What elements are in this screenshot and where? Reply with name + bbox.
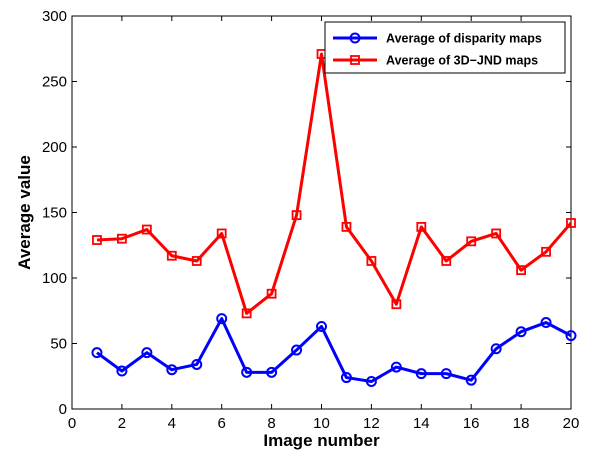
data-point bbox=[565, 330, 577, 342]
data-point bbox=[366, 256, 377, 266]
x-tick-label: 6 bbox=[218, 415, 226, 432]
data-point bbox=[391, 299, 402, 310]
x-tick-label: 2 bbox=[118, 415, 126, 432]
legend-swatch-disparity-marker bbox=[349, 32, 361, 44]
legend: Average of disparity maps Average of 3D−… bbox=[324, 21, 566, 74]
data-point bbox=[440, 368, 452, 380]
y-tick-label: 250 bbox=[42, 74, 67, 91]
y-tick-label: 50 bbox=[50, 336, 67, 353]
data-point bbox=[141, 224, 152, 235]
data-point bbox=[415, 368, 427, 380]
data-point bbox=[117, 233, 127, 244]
x-tick-label: 14 bbox=[413, 415, 430, 432]
data-point bbox=[191, 358, 203, 370]
data-point bbox=[341, 222, 352, 232]
y-tick-label: 300 bbox=[42, 8, 67, 25]
y-axis-title: Average value bbox=[15, 155, 34, 270]
data-point bbox=[490, 343, 502, 355]
y-tick-label: 100 bbox=[42, 270, 67, 287]
data-point bbox=[466, 236, 477, 247]
x-tick-label: 8 bbox=[267, 415, 275, 432]
data-point bbox=[540, 317, 552, 329]
data-point bbox=[340, 372, 352, 384]
y-tick-label: 150 bbox=[42, 205, 67, 222]
series-layer bbox=[91, 49, 577, 387]
data-point bbox=[491, 228, 502, 239]
data-point bbox=[241, 308, 252, 319]
legend-swatch-3djnd-marker bbox=[350, 55, 360, 65]
legend-box bbox=[324, 21, 566, 74]
data-point bbox=[241, 366, 253, 378]
data-point bbox=[441, 256, 452, 266]
x-axis-title: Image number bbox=[263, 431, 380, 450]
x-tick-label: 10 bbox=[313, 415, 330, 432]
x-tick-label: 16 bbox=[463, 415, 480, 432]
data-point bbox=[166, 364, 178, 376]
data-point bbox=[541, 246, 551, 257]
data-point bbox=[92, 235, 102, 245]
data-point bbox=[566, 218, 576, 228]
x-tick-label: 20 bbox=[563, 415, 580, 432]
plot-area bbox=[71, 15, 572, 410]
legend-label-disparity: Average of disparity maps bbox=[386, 32, 542, 46]
x-tick-label: 0 bbox=[68, 415, 76, 432]
data-point bbox=[266, 366, 278, 378]
data-point bbox=[91, 347, 103, 359]
data-point bbox=[191, 256, 202, 266]
series-2 bbox=[92, 49, 576, 319]
data-point bbox=[216, 313, 228, 325]
data-point bbox=[390, 361, 402, 373]
data-point bbox=[516, 265, 526, 276]
y-tick-label: 0 bbox=[59, 401, 67, 418]
data-point bbox=[365, 375, 377, 387]
x-tick-label: 4 bbox=[168, 415, 176, 432]
data-point bbox=[141, 347, 153, 359]
x-tick-label: 18 bbox=[513, 415, 530, 432]
y-tick-label: 200 bbox=[42, 139, 67, 156]
data-point bbox=[515, 326, 527, 338]
x-tick-label: 12 bbox=[363, 415, 380, 432]
data-point bbox=[316, 320, 327, 332]
data-point bbox=[166, 250, 177, 261]
data-point bbox=[116, 365, 128, 377]
data-point bbox=[465, 374, 477, 386]
legend-label-3djnd: Average of 3D−JND maps bbox=[386, 54, 538, 68]
data-point bbox=[266, 288, 277, 299]
data-point bbox=[291, 344, 303, 356]
data-point bbox=[216, 228, 227, 239]
data-point bbox=[416, 222, 427, 232]
data-point bbox=[291, 210, 302, 221]
series-1 bbox=[91, 313, 577, 387]
